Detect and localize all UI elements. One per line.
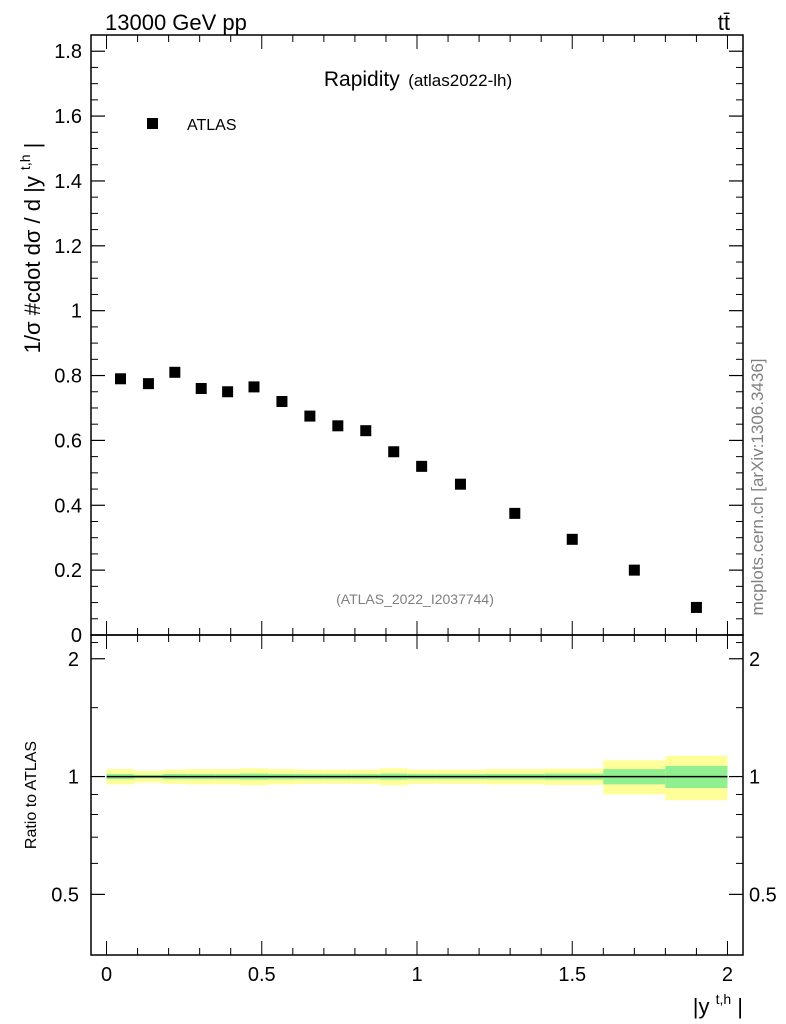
ratio-y-tick-label: 2 [68, 649, 79, 671]
x-axis-label-end: | [737, 994, 743, 1019]
main-y-axis-label: 1/σ #cdot dσ / d |y t,h | [10, 143, 45, 354]
main-y-axis-label-sup: t,h [17, 154, 33, 170]
main-y-axis-label-text: 1/σ #cdot dσ / d |y [20, 176, 45, 353]
x-tick-label: 1 [411, 964, 422, 986]
legend-marker [147, 118, 158, 129]
ratio-y-axis-label: Ratio to ATLAS [23, 741, 40, 849]
data-point [360, 425, 372, 437]
ratio-y-tick-label-right: 0.5 [749, 884, 777, 906]
data-point [388, 446, 400, 458]
data-point [454, 478, 466, 490]
main-data-points [114, 366, 702, 613]
header-right-label: tt̄ [718, 10, 730, 35]
main-y-tick-label: 1.8 [54, 41, 82, 63]
x-tick-label: 1.5 [558, 964, 586, 986]
main-y-tick-label: 1 [71, 301, 82, 323]
header-left-label: 13000 GeV pp [105, 10, 247, 35]
main-y-tick-label: 0 [71, 625, 82, 647]
ratio-bands [106, 755, 728, 801]
data-point [304, 410, 316, 422]
x-axis-label: |y t,h | [693, 984, 743, 1019]
main-plot-panel: 0 0.2 0.4 0.6 0.8 1 1.2 1.4 1.6 1.8 Rapidity (atl… [10, 34, 744, 647]
main-y-tick-label: 1.6 [54, 106, 82, 128]
main-y-tick-label: 1.4 [54, 171, 82, 193]
data-point [566, 533, 578, 545]
main-title-text: Rapidity [324, 68, 400, 91]
data-point [628, 564, 640, 576]
ratio-axis-ticks: 0.5 0.5 1 1 2 2 0 0.5 1 1.5 2 [51, 635, 777, 986]
ratio-y-tick-label-right: 2 [749, 649, 760, 671]
main-y-tick-label: 0.2 [54, 560, 82, 582]
watermark-label: (ATLAS_2022_I2037744) [336, 591, 494, 607]
data-point [195, 383, 207, 395]
x-tick-label: 0.5 [248, 964, 276, 986]
x-tick-label: 0 [101, 964, 112, 986]
data-point [142, 378, 154, 390]
main-y-axis-label-end: | [20, 143, 45, 149]
data-point [248, 381, 260, 393]
data-point [222, 386, 234, 398]
ratio-plot-frame [90, 634, 744, 956]
main-y-tick-label: 0.4 [54, 495, 82, 517]
ratio-y-tick-label: 0.5 [51, 884, 79, 906]
x-axis-label-sup: t,h [716, 991, 732, 1007]
ratio-plot-panel: 0.5 0.5 1 1 2 2 0 0.5 1 1.5 2 Ratio to ATLAS |y t,… [23, 634, 777, 1019]
ratio-y-tick-label-right: 1 [749, 767, 760, 789]
data-point [114, 373, 126, 385]
main-subtitle-text: (atlas2022-lh) [408, 71, 512, 90]
main-axis-ticks: 0 0.2 0.4 0.6 0.8 1 1.2 1.4 1.6 1.8 [54, 35, 743, 647]
side-source-label: mcplots.cern.ch [arXiv:1306.3436] [748, 358, 767, 615]
main-y-tick-label: 0.6 [54, 430, 82, 452]
data-point [690, 601, 702, 613]
main-y-tick-label: 0.8 [54, 366, 82, 388]
data-point [332, 420, 344, 432]
main-title: Rapidity (atlas2022-lh) [324, 68, 512, 91]
x-tick-label: 2 [722, 964, 733, 986]
data-point [169, 366, 181, 378]
main-y-tick-label: 1.2 [54, 236, 82, 258]
legend-label: ATLAS [187, 117, 237, 134]
data-point [509, 507, 521, 519]
x-axis-label-text: |y [693, 994, 710, 1019]
ratio-y-tick-label: 1 [68, 767, 79, 789]
data-point [276, 395, 288, 407]
data-point [416, 460, 428, 472]
